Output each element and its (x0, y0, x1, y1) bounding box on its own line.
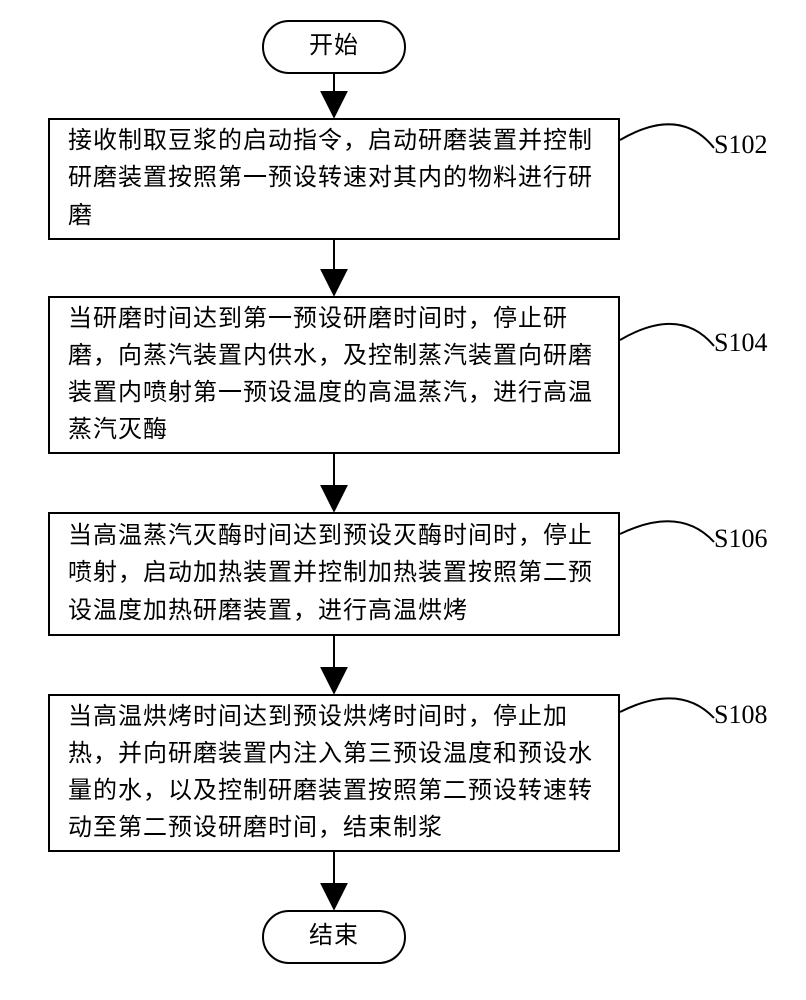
s102-text: 接收制取豆浆的启动指令，启动研磨装置并控制研磨装置按照第一预设转速对其内的物料进… (68, 123, 600, 235)
flow-step-s102: 接收制取豆浆的启动指令，启动研磨装置并控制研磨装置按照第一预设转速对其内的物料进… (48, 118, 620, 240)
flow-step-s106: 当高温蒸汽灭酶时间达到预设灭酶时间时，停止喷射，启动加热装置并控制加热装置按照第… (48, 512, 620, 636)
label-s104: S104 (714, 328, 767, 358)
start-text: 开始 (309, 28, 359, 65)
s108-text: 当高温烘烤时间达到预设烘烤时间时，停止加热，并向研磨装置内注入第三预设温度和预设… (68, 699, 600, 848)
flow-step-s108: 当高温烘烤时间达到预设烘烤时间时，停止加热，并向研磨装置内注入第三预设温度和预设… (48, 694, 620, 852)
s106-text: 当高温蒸汽灭酶时间达到预设灭酶时间时，停止喷射，启动加热装置并控制加热装置按照第… (68, 518, 600, 630)
label-s108: S108 (714, 700, 767, 730)
label-s106: S106 (714, 524, 767, 554)
flow-end: 结束 (262, 910, 406, 964)
flow-start: 开始 (262, 20, 406, 74)
label-s102: S102 (714, 130, 767, 160)
flow-step-s104: 当研磨时间达到第一预设研磨时间时，停止研磨，向蒸汽装置内供水，及控制蒸汽装置向研… (48, 296, 620, 454)
end-text: 结束 (309, 918, 359, 955)
s104-text: 当研磨时间达到第一预设研磨时间时，停止研磨，向蒸汽装置内供水，及控制蒸汽装置向研… (68, 301, 600, 450)
